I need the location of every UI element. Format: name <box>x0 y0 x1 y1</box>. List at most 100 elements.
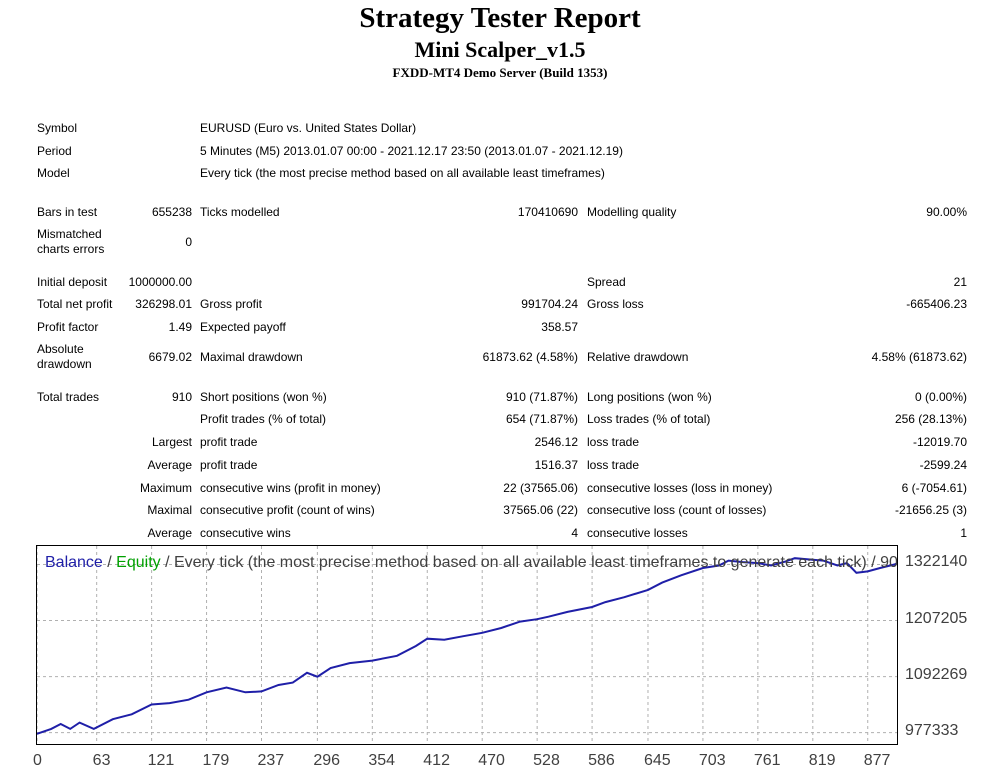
x-tick-label: 121 <box>147 752 175 769</box>
trades-value: 910 <box>171 390 192 404</box>
bars-label: Bars in test <box>37 205 98 219</box>
absdd-label-line1: Absolute <box>37 342 84 356</box>
max-losses-label: consecutive losses (loss in money) <box>587 481 773 495</box>
spread-value: 21 <box>953 275 967 289</box>
avg-wins-label: consecutive wins <box>200 526 291 540</box>
balance-chart-plot <box>37 546 897 744</box>
max-losses-value: 6 (-7054.61) <box>901 481 967 495</box>
x-tick-label: 354 <box>368 752 396 769</box>
avg-losses-label: consecutive losses <box>587 526 688 540</box>
maxdd-label: Maximal drawdown <box>200 350 303 364</box>
mismatch-label-line2: charts errors <box>37 242 105 256</box>
spread-label: Spread <box>587 275 626 289</box>
x-tick-label: 877 <box>863 752 891 769</box>
reldd-label: Relative drawdown <box>587 350 689 364</box>
y-tick-label: 977333 <box>905 721 959 739</box>
x-tick-label: 703 <box>698 752 726 769</box>
average-profit-value: 1516.37 <box>534 458 578 472</box>
y-tick-label: 1322140 <box>905 553 968 571</box>
model-label: Model <box>37 166 70 180</box>
x-tick-label: 586 <box>588 752 615 769</box>
legend-balance: Balance <box>45 554 103 571</box>
model-value: Every tick (the most precise method base… <box>200 166 605 180</box>
largest-loss-value: -12019.70 <box>912 435 967 449</box>
maximal-profit-label: consecutive profit (count of wins) <box>200 503 375 517</box>
payoff-value: 358.57 <box>541 320 578 334</box>
period-value: 5 Minutes (M5) 2013.01.07 00:00 - 2021.1… <box>200 144 623 158</box>
legend-equity: Equity <box>116 554 161 571</box>
chart-legend: Balance / Equity / Every tick (the most … <box>45 554 898 572</box>
losstrades-label: Loss trades (% of total) <box>587 412 711 426</box>
profittrades-label: Profit trades (% of total) <box>200 412 327 426</box>
max-wins-value: 22 (37565.06) <box>503 481 578 495</box>
profitfactor-label: Profit factor <box>37 320 99 334</box>
mismatch-value: 0 <box>185 235 192 249</box>
average-profit-label: profit trade <box>200 458 258 472</box>
mismatch-label-line1: Mismatched <box>37 227 102 241</box>
bars-value: 655238 <box>151 205 192 219</box>
long-value: 0 (0.00%) <box>914 390 967 404</box>
avg-losses-value: 1 <box>960 526 967 540</box>
quality-label: Modelling quality <box>587 205 677 219</box>
x-tick-label: 237 <box>257 752 285 769</box>
long-label: Long positions (won %) <box>587 390 712 404</box>
balance-chart: Balance / Equity / Every tick (the most … <box>36 545 898 745</box>
deposit-label: Initial deposit <box>37 275 108 289</box>
quality-value: 90.00% <box>926 205 967 219</box>
legend-separator: / <box>102 554 117 571</box>
average2-label: Average <box>147 526 192 540</box>
x-tick-label: 63 <box>92 752 111 769</box>
x-tick-label: 645 <box>643 752 671 769</box>
average-loss-label: loss trade <box>587 458 640 472</box>
reldd-value: 4.58% (61873.62) <box>871 350 967 364</box>
maxdd-value: 61873.62 (4.58%) <box>482 350 578 364</box>
trades-label: Total trades <box>37 390 100 404</box>
average-loss-value: -2599.24 <box>919 458 967 472</box>
short-value: 910 (71.87%) <box>505 390 578 404</box>
profitfactor-value: 1.49 <box>168 320 192 334</box>
ticks-value: 170410690 <box>517 205 578 219</box>
short-label: Short positions (won %) <box>200 390 327 404</box>
symbol-label: Symbol <box>37 121 78 135</box>
largest-profit-label: profit trade <box>200 435 258 449</box>
profittrades-value: 654 (71.87%) <box>505 412 578 426</box>
payoff-label: Expected payoff <box>200 320 286 334</box>
maximal-loss-label: consecutive loss (count of losses) <box>587 503 767 517</box>
report-title: Strategy Tester Report <box>359 2 641 34</box>
maximal-profit-value: 37565.06 (22) <box>503 503 578 517</box>
x-tick-label: 470 <box>478 752 505 769</box>
expert-advisor-name: Mini Scalper_v1.5 <box>414 37 586 62</box>
deposit-value: 1000000.00 <box>128 275 192 289</box>
largest-label: Largest <box>151 435 192 449</box>
balance-line <box>37 557 897 735</box>
period-label: Period <box>37 144 72 158</box>
grossloss-value: -665406.23 <box>906 297 967 311</box>
grossloss-label: Gross loss <box>587 297 644 311</box>
maximal-loss-value: -21656.25 (3) <box>894 503 967 517</box>
x-tick-label: 412 <box>423 752 450 769</box>
legend-model-description: / Every tick (the most precise method ba… <box>160 554 898 571</box>
x-tick-label: 819 <box>808 752 836 769</box>
y-tick-label: 1207205 <box>905 609 968 627</box>
x-tick-label: 0 <box>33 752 42 769</box>
absdd-value: 6679.02 <box>148 350 192 364</box>
netprofit-value: 326298.01 <box>135 297 192 311</box>
x-tick-label: 296 <box>313 752 341 769</box>
x-tick-label: 179 <box>202 752 230 769</box>
grossprofit-label: Gross profit <box>200 297 263 311</box>
avg-wins-value: 4 <box>571 526 578 540</box>
losstrades-value: 256 (28.13%) <box>894 412 967 426</box>
netprofit-label: Total net profit <box>37 297 113 311</box>
maximum-label: Maximum <box>139 481 192 495</box>
largest-loss-label: loss trade <box>587 435 640 449</box>
average-label: Average <box>147 458 192 472</box>
ticks-label: Ticks modelled <box>200 205 280 219</box>
x-tick-label: 761 <box>753 752 781 769</box>
y-tick-label: 1092269 <box>905 665 968 683</box>
grossprofit-value: 991704.24 <box>521 297 578 311</box>
maximal-label: Maximal <box>147 503 192 517</box>
server-name: FXDD-MT4 Demo Server (Build 1353) <box>392 65 608 80</box>
x-tick-label: 528 <box>533 752 560 769</box>
max-wins-label: consecutive wins (profit in money) <box>200 481 381 495</box>
absdd-label-line2: drawdown <box>37 357 92 371</box>
